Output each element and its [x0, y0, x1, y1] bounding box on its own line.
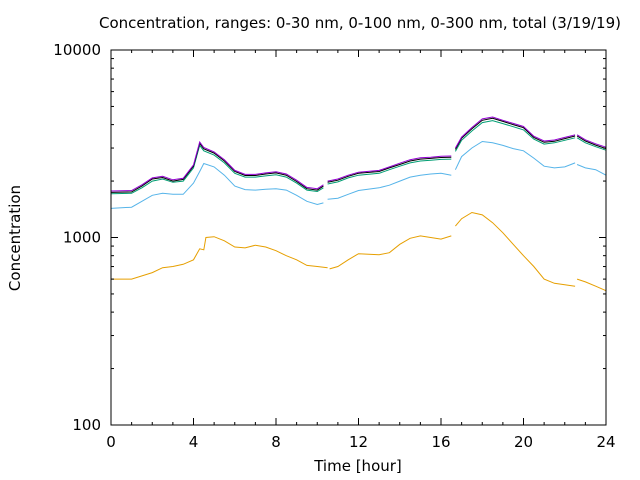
series-line-5: [110, 116, 607, 192]
x-tick-label: 12: [349, 433, 368, 451]
series-line-2: [110, 140, 607, 209]
y-tick-label: 1000: [63, 229, 101, 247]
x-tick-label: 8: [271, 433, 281, 451]
x-tick-label: 16: [431, 433, 450, 451]
x-tick-label: 20: [514, 433, 533, 451]
series-layer: [110, 116, 607, 292]
chart-title: Concentration, ranges: 0-30 nm, 0-100 nm…: [99, 14, 621, 32]
x-axis-label: Time [hour]: [314, 457, 402, 475]
series-line-4: [110, 117, 607, 193]
y-tick-label: 10000: [53, 41, 101, 59]
axes-layer: 0 4 8 12 16 20 24 100 1000 10000: [53, 41, 615, 451]
x-tick-label: 24: [596, 433, 615, 451]
x-tick-label: 0: [106, 433, 116, 451]
series-line-3: [110, 120, 607, 195]
series-line-1: [111, 211, 607, 292]
plot-frame: [110, 49, 607, 426]
y-tick-label: 100: [72, 416, 101, 434]
x-tick-label: 4: [189, 433, 199, 451]
